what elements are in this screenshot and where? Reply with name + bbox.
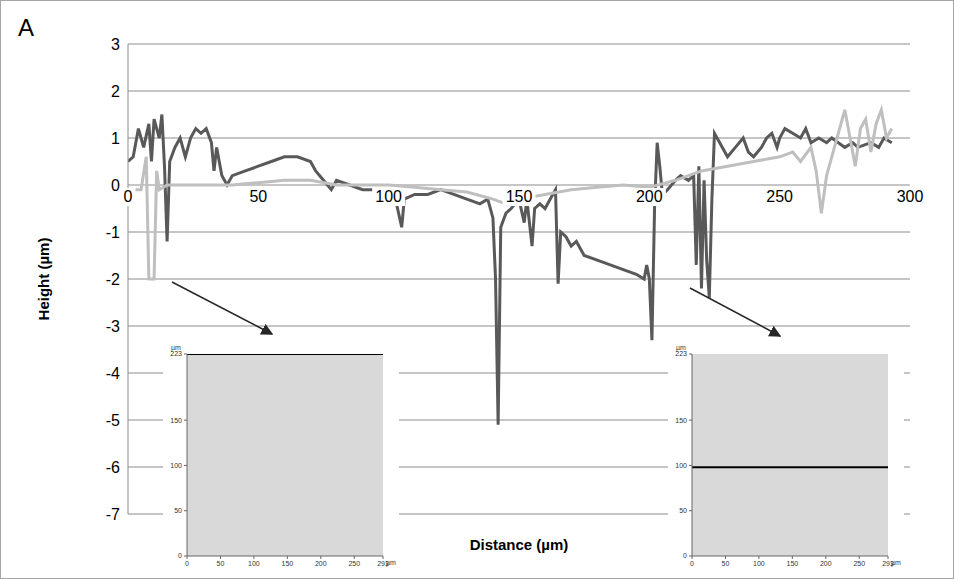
svg-text:-7: -7 bbox=[106, 506, 120, 523]
svg-text:1: 1 bbox=[111, 130, 120, 147]
svg-text:150: 150 bbox=[786, 560, 798, 567]
svg-text:-6: -6 bbox=[106, 459, 120, 476]
svg-text:300: 300 bbox=[897, 188, 924, 205]
svg-text:-1: -1 bbox=[106, 224, 120, 241]
svg-text:223: 223 bbox=[170, 350, 182, 357]
svg-text:2: 2 bbox=[111, 83, 120, 100]
svg-text:50: 50 bbox=[722, 560, 730, 567]
svg-text:100: 100 bbox=[753, 560, 765, 567]
svg-text:100: 100 bbox=[248, 560, 260, 567]
svg-text:Height (µm): Height (µm) bbox=[35, 238, 52, 321]
svg-text:200: 200 bbox=[315, 560, 327, 567]
svg-text:150: 150 bbox=[506, 188, 533, 205]
svg-text:200: 200 bbox=[636, 188, 663, 205]
svg-text:50: 50 bbox=[679, 507, 687, 514]
svg-text:µm: µm bbox=[676, 344, 686, 352]
svg-text:µm: µm bbox=[891, 559, 901, 567]
svg-text:100: 100 bbox=[170, 462, 182, 469]
svg-text:150: 150 bbox=[281, 560, 293, 567]
svg-text:50: 50 bbox=[217, 560, 225, 567]
svg-text:250: 250 bbox=[348, 560, 360, 567]
svg-text:150: 150 bbox=[675, 417, 687, 424]
svg-text:200: 200 bbox=[820, 560, 832, 567]
svg-text:3: 3 bbox=[111, 36, 120, 53]
svg-text:µm: µm bbox=[171, 344, 181, 352]
svg-text:0: 0 bbox=[185, 560, 189, 567]
svg-text:100: 100 bbox=[675, 462, 687, 469]
svg-text:µm: µm bbox=[386, 559, 396, 567]
svg-text:-4: -4 bbox=[106, 365, 120, 382]
svg-text:-3: -3 bbox=[106, 318, 120, 335]
svg-text:293: 293 bbox=[377, 560, 389, 567]
svg-text:100: 100 bbox=[375, 188, 402, 205]
html-text:A: A bbox=[18, 14, 34, 41]
svg-text:Distance (µm): Distance (µm) bbox=[470, 536, 569, 553]
svg-text:293: 293 bbox=[882, 560, 894, 567]
svg-text:50: 50 bbox=[174, 507, 182, 514]
svg-text:0: 0 bbox=[683, 552, 687, 559]
svg-text:223: 223 bbox=[675, 350, 687, 357]
svg-text:150: 150 bbox=[170, 417, 182, 424]
svg-text:50: 50 bbox=[249, 188, 267, 205]
svg-text:0: 0 bbox=[178, 552, 182, 559]
svg-text:0: 0 bbox=[111, 177, 120, 194]
svg-text:250: 250 bbox=[853, 560, 865, 567]
svg-text:-5: -5 bbox=[106, 412, 120, 429]
svg-text:0: 0 bbox=[690, 560, 694, 567]
svg-text:-2: -2 bbox=[106, 271, 120, 288]
svg-text:250: 250 bbox=[766, 188, 793, 205]
svg-text:0: 0 bbox=[124, 188, 133, 205]
